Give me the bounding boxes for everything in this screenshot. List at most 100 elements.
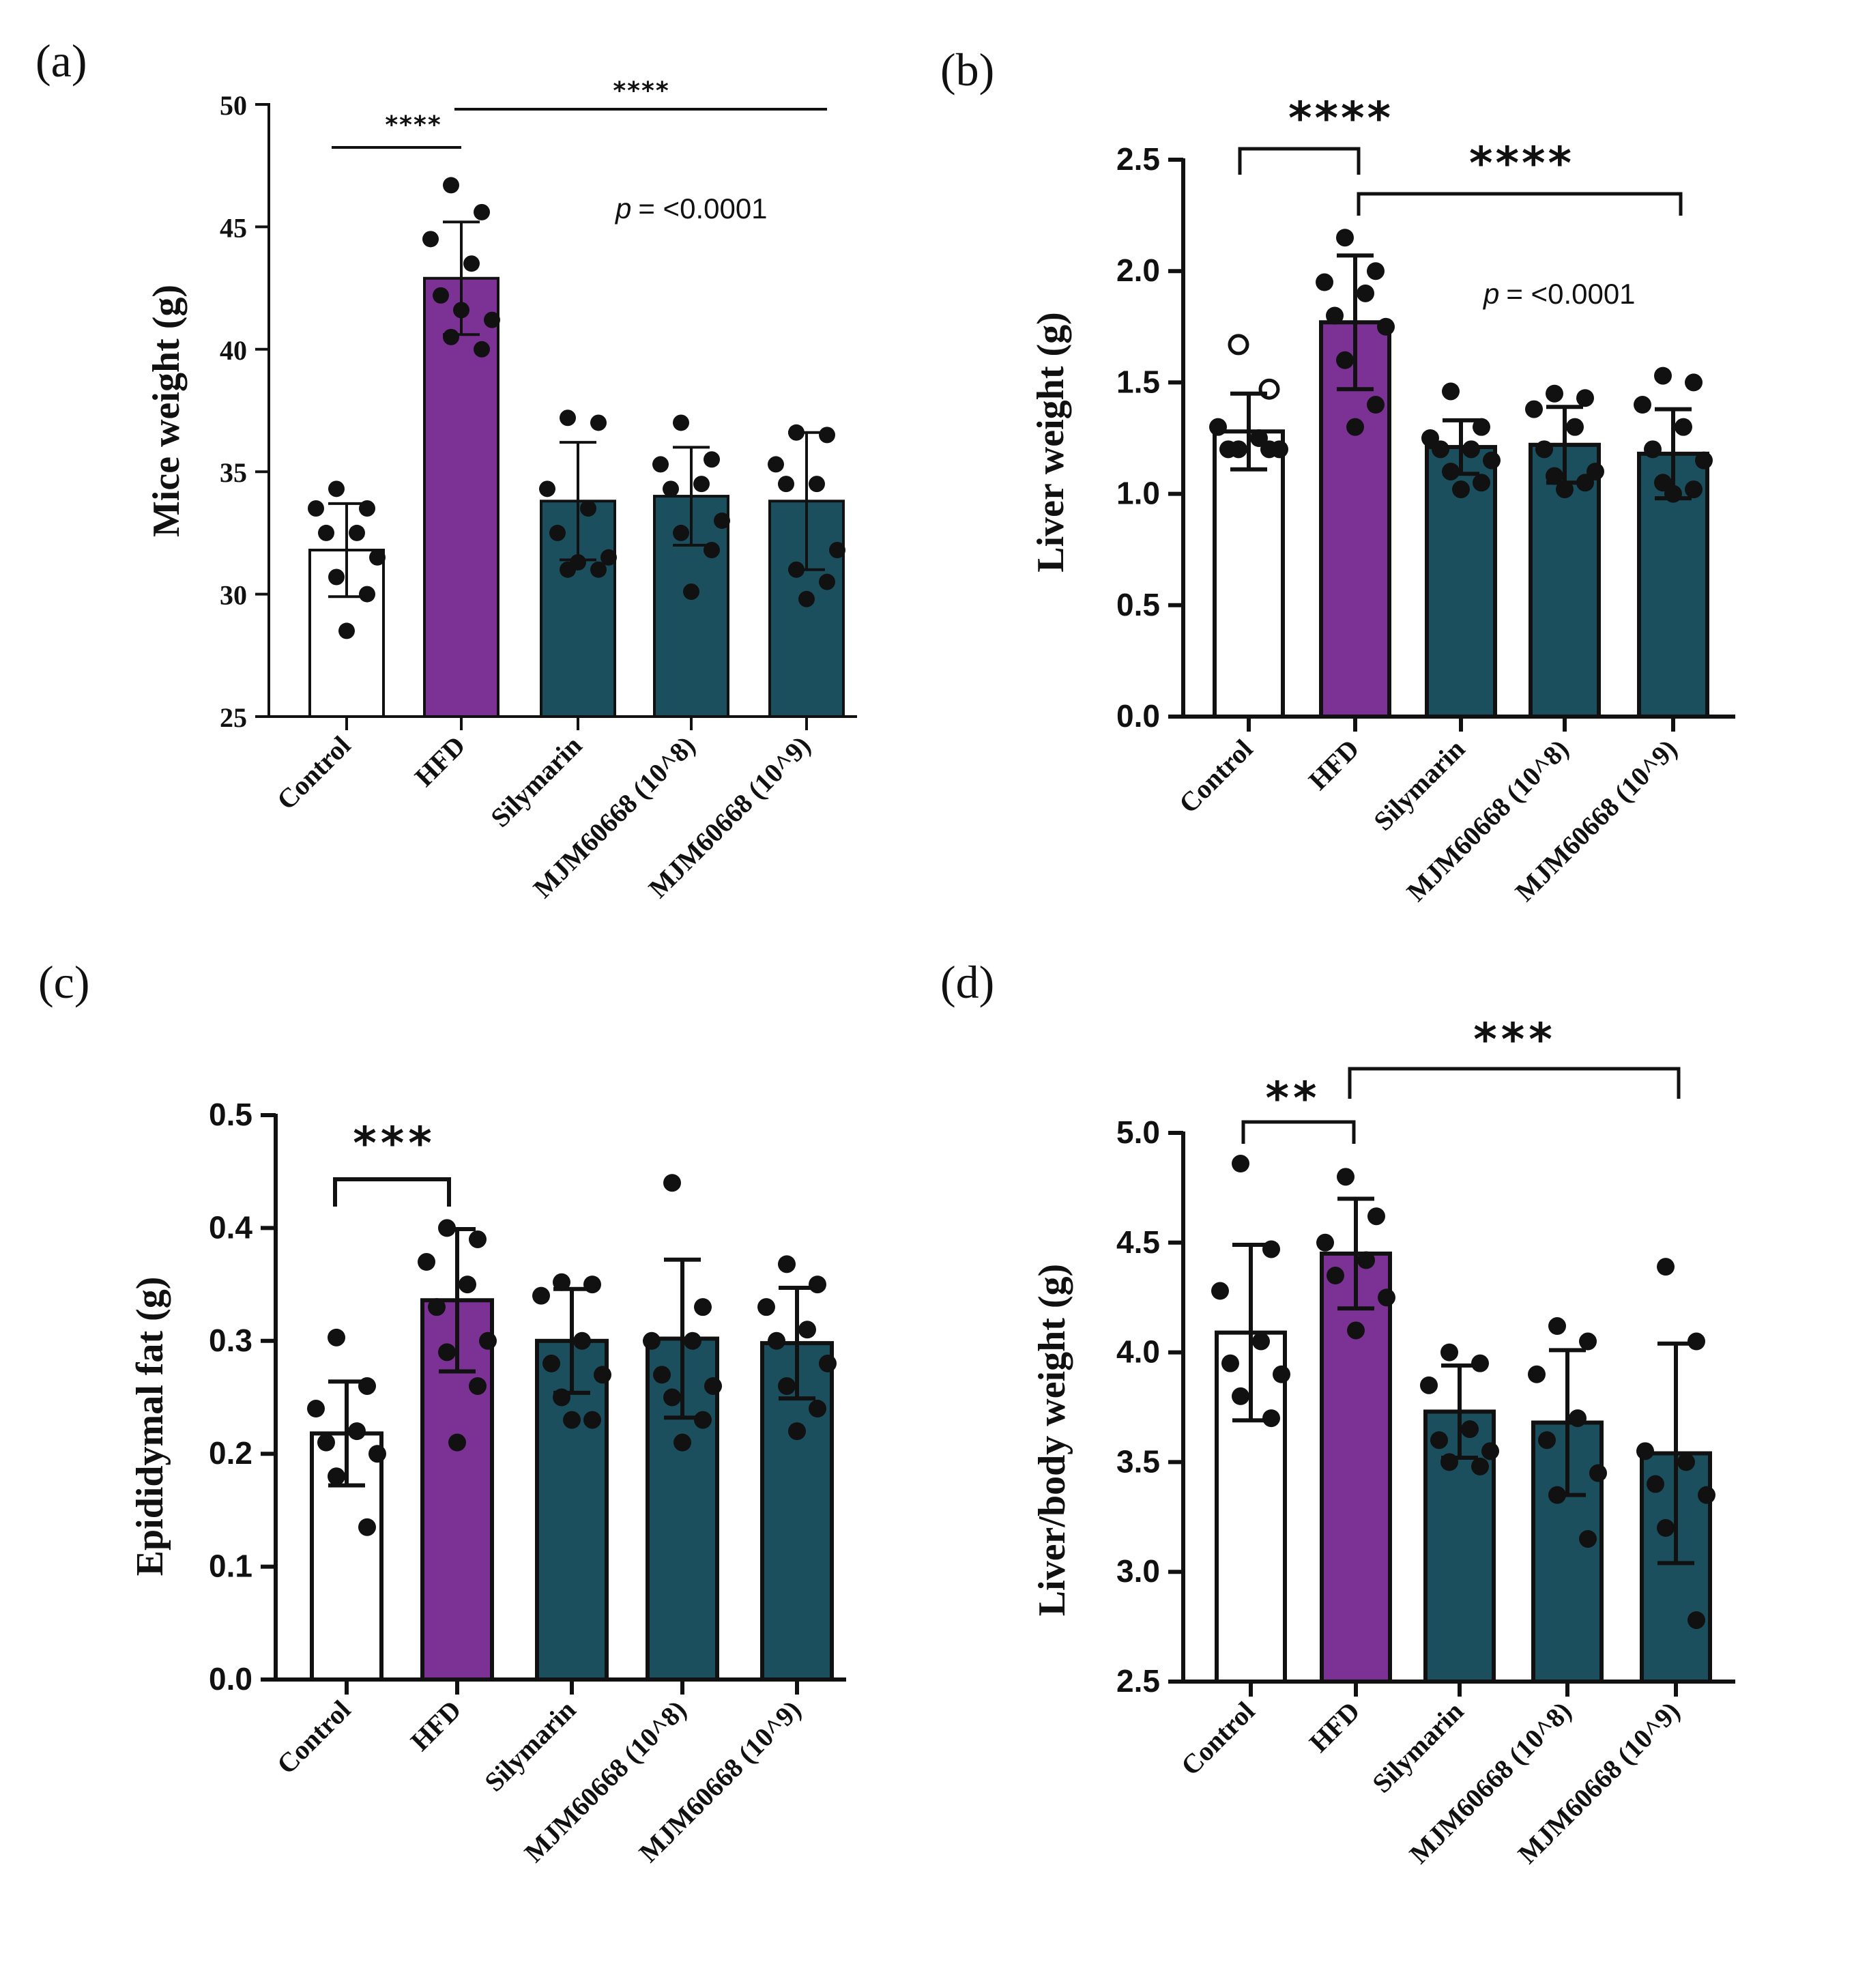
panel-a-point-silymarin [590,414,607,431]
panel-d-point-control [1211,1282,1229,1300]
panel-c-point-mjm60668-10-8 [653,1366,671,1384]
panel-c-y-tick-label: 0.1 [209,1548,252,1584]
panel-c-point-mjm60668-10-9 [778,1255,796,1273]
panel-d-letter: (d) [940,956,994,1008]
panel-a-point-mjm60668-10-8 [714,512,730,529]
panel-c-point-mjm60668-10-9 [819,1354,837,1372]
panel-c-point-control [368,1445,386,1463]
panel-d-bracket-control-vs-hfd [1241,1120,1356,1144]
panel-d-point-mjm60668-10-8 [1589,1464,1607,1482]
panel-a-letter: (a) [35,35,87,87]
panel-a-point-control [359,586,375,603]
panel-a-annotations: **** **** p = <0.0001 [332,77,827,225]
panel-a-y-tick-label: 25 [220,702,247,733]
panel-b-point-hfd [1336,351,1354,369]
panel-a-point-control [318,524,334,541]
panel-a-point-hfd [474,203,490,220]
panel-d-point-hfd [1316,1233,1334,1252]
panel-a-point-control [328,568,345,586]
panel-c-point-mjm60668-10-9 [757,1298,775,1316]
panel-d-point-control [1262,1409,1280,1428]
panel-b-point-mjm60668-10-8 [1525,400,1543,418]
panel-c-point-mjm60668-10-9 [768,1331,785,1350]
panel-d-y-tick-label: 3.5 [1116,1443,1160,1479]
panel-b-point-control [1228,334,1249,356]
panel-d-point-mjm60668-10-9 [1677,1453,1695,1471]
panel-c-point-mjm60668-10-8 [663,1388,681,1407]
panel-b-point-mjm60668-10-9 [1685,480,1703,499]
panel-a-point-mjm60668-10-8 [652,456,669,473]
panel-d-point-mjm60668-10-8 [1538,1431,1556,1450]
panel-b-point-hfd [1326,306,1344,325]
panel-b-y-tick-label: 2.5 [1116,141,1160,177]
panel-b-point-mjm60668-10-8 [1556,480,1574,499]
panel-c-point-hfd [469,1230,487,1248]
panel-b-point-hfd [1357,284,1374,302]
panel-c-y-tick-label: 0.5 [209,1097,252,1132]
panel-c-point-mjm60668-10-8 [673,1433,691,1452]
panel-a-point-silymarin [560,409,576,427]
panel-b-point-mjm60668-10-9 [1644,440,1662,459]
panel-d-y-axis-title: Liver/body weight (g) [1031,1264,1073,1616]
panel-c-point-mjm60668-10-8 [694,1298,712,1316]
panel-c-point-mjm60668-10-9 [798,1321,816,1339]
panel-b-point-control [1230,440,1247,459]
panel-d-point-hfd [1347,1321,1365,1340]
panel-c-bracket-control-vs-hfd [333,1177,451,1207]
panel-b-point-mjm60668-10-8 [1576,474,1594,492]
panel-c-point-mjm60668-10-9 [809,1276,826,1294]
panel-a-point-mjm60668-10-9 [768,456,784,473]
panel-c-point-hfd [448,1433,466,1452]
panel-d-point-mjm60668-10-9 [1657,1518,1675,1537]
panel-c-y-tick-label: 0.3 [209,1323,252,1358]
panel-c-point-silymarin [583,1411,601,1429]
panel-c-point-hfd [418,1253,435,1271]
panel-d-point-silymarin [1481,1442,1499,1460]
panel-b-y-tick-label: 2.0 [1116,253,1160,288]
panel-a-point-silymarin [549,524,566,541]
panel-c-point-silymarin [573,1331,591,1350]
panel-a-point-hfd [484,311,500,328]
panel-d-significance-hfd-vs-treatments: *** [1473,1013,1556,1066]
panel-b-y-tick-label: 0.0 [1116,698,1160,734]
panel-b-point-hfd [1316,273,1333,291]
panel-c-point-control [328,1467,345,1486]
panel-b-point-control [1260,440,1278,459]
panel-c-significance-control-vs-hfd: *** [353,1117,436,1170]
panel-a-point-silymarin [570,553,586,571]
panel-d-point-hfd [1378,1288,1395,1307]
panel-a-p-symbol: p [614,192,631,225]
panel-c-point-silymarin [563,1411,581,1429]
panel-c-point-hfd [438,1343,456,1362]
panel-a-point-control [369,549,386,566]
panel-d-point-mjm60668-10-8 [1579,1332,1597,1351]
panel-d-point-silymarin [1471,1354,1489,1372]
panel-a-point-mjm60668-10-9 [829,542,845,559]
panel-a-point-mjm60668-10-8 [704,451,720,468]
panel-c-point-silymarin [542,1354,560,1372]
panel-b-point-mjm60668-10-8 [1566,418,1584,436]
panel-b-bracket-control-vs-hfd [1238,147,1361,175]
panel-a-point-silymarin [590,561,607,578]
panel-d-point-hfd [1337,1168,1355,1186]
panel-d-point-mjm60668-10-8 [1579,1529,1597,1548]
panel-a-p-value: p = <0.0001 [614,192,768,225]
panel-d-significance-control-vs-hfd: ** [1265,1072,1320,1125]
panel-c-point-hfd [479,1331,497,1350]
panel-a-point-hfd [433,287,449,304]
panel-b-significance-control-vs-hfd: **** [1288,92,1393,145]
panel-b-y-axis-title: Liver weight (g) [1030,312,1072,573]
panel-c-point-mjm60668-10-8 [694,1411,712,1429]
panel-c-point-mjm60668-10-8 [704,1377,722,1395]
panel-c-point-silymarin [594,1366,611,1384]
panel-b-point-hfd [1367,262,1385,280]
panel-a-point-hfd [443,328,459,345]
panel-c-letter: (c) [38,956,89,1008]
panel-a-point-control [328,480,345,498]
panel-d-y-tick-label: 4.5 [1116,1224,1160,1260]
panel-d-point-silymarin [1420,1376,1438,1394]
panel-a-point-silymarin [580,500,596,517]
panel-a-point-hfd [443,177,459,194]
panel-a-significance-control-vs-hfd: **** [385,111,441,139]
panel-a-point-mjm60668-10-9 [809,476,825,493]
